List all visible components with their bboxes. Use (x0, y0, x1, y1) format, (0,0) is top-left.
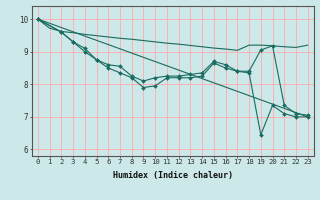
X-axis label: Humidex (Indice chaleur): Humidex (Indice chaleur) (113, 171, 233, 180)
